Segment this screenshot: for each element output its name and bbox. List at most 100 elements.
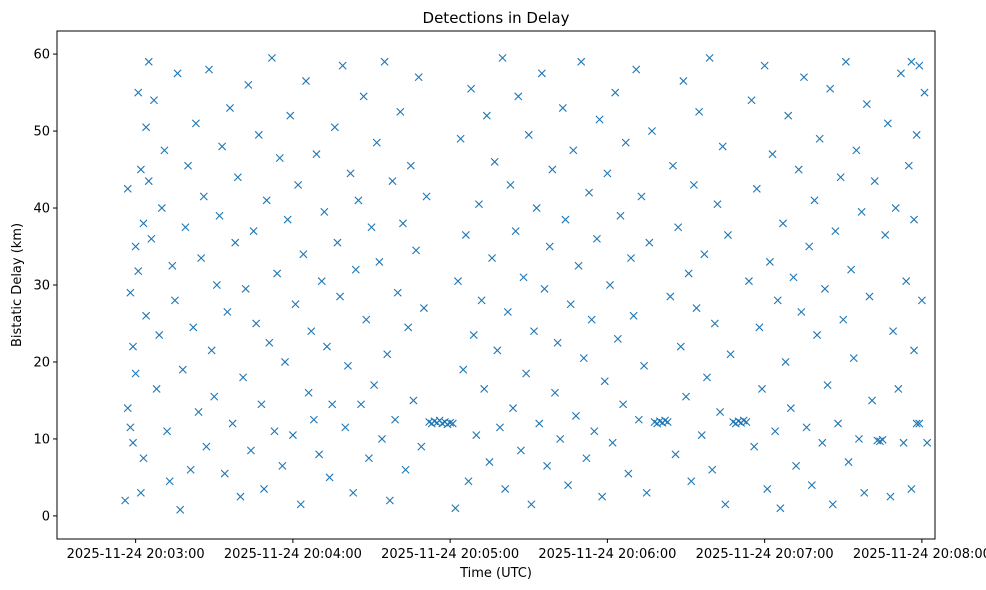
- data-point: [894, 384, 903, 393]
- data-point: [750, 442, 759, 451]
- data-point: [451, 504, 460, 513]
- data-point: [307, 327, 316, 336]
- data-point: [220, 469, 229, 478]
- data-point: [606, 281, 614, 289]
- x-tick-label: 2025-11-24 20:08:00: [853, 547, 986, 562]
- data-point: [448, 419, 457, 428]
- data-point: [603, 169, 612, 178]
- data-point: [456, 134, 465, 143]
- data-point: [136, 165, 145, 174]
- data-point: [797, 307, 806, 316]
- data-point: [178, 365, 187, 374]
- data-point: [385, 496, 394, 505]
- data-point: [616, 211, 625, 220]
- data-point: [550, 388, 559, 397]
- data-point: [676, 342, 685, 351]
- data-point: [131, 369, 140, 378]
- data-point: [674, 223, 683, 232]
- data-point: [480, 384, 489, 393]
- data-point: [805, 242, 814, 251]
- data-point: [671, 450, 680, 459]
- data-point: [223, 307, 232, 316]
- data-point: [692, 304, 701, 313]
- data-point: [231, 238, 240, 247]
- data-point: [920, 88, 929, 97]
- data-point: [288, 431, 297, 440]
- data-point: [540, 284, 549, 293]
- data-point: [233, 173, 242, 182]
- data-point: [865, 292, 874, 301]
- data-point: [134, 267, 143, 276]
- data-point: [315, 450, 324, 459]
- data-point: [239, 373, 248, 382]
- data-point: [157, 204, 166, 213]
- data-point: [912, 419, 921, 428]
- data-point: [364, 454, 373, 463]
- data-point: [401, 465, 410, 474]
- data-point: [312, 150, 321, 159]
- data-point: [123, 404, 132, 413]
- data-point: [320, 207, 329, 216]
- data-point: [207, 346, 216, 355]
- plot-background: [57, 31, 935, 539]
- data-point: [726, 350, 735, 359]
- y-tick-label: 50: [33, 125, 50, 140]
- data-point: [904, 161, 913, 170]
- data-point: [446, 418, 455, 427]
- data-point: [608, 438, 617, 447]
- data-point: [629, 311, 638, 320]
- data-point: [257, 400, 266, 409]
- data-point: [346, 169, 355, 178]
- data-point: [527, 500, 536, 509]
- x-axis: 2025-11-24 20:03:00 2025-11-24 20:04:00 20…: [67, 539, 986, 562]
- data-point: [482, 111, 491, 120]
- data-point: [881, 230, 890, 239]
- data-point: [826, 84, 835, 93]
- data-point: [343, 361, 352, 370]
- data-point: [330, 123, 339, 132]
- data-point: [862, 100, 871, 109]
- data-point: [181, 223, 190, 232]
- data-point: [123, 184, 132, 193]
- data-point: [375, 257, 384, 266]
- data-point: [818, 438, 827, 447]
- data-point: [485, 458, 494, 467]
- data-point: [553, 338, 562, 347]
- data-point: [254, 130, 263, 139]
- data-point: [689, 180, 698, 189]
- data-point: [129, 342, 137, 351]
- data-point: [134, 88, 143, 97]
- data-point: [454, 277, 462, 286]
- data-point: [241, 284, 250, 293]
- data-point: [886, 492, 895, 501]
- data-point: [666, 292, 675, 301]
- data-point: [647, 127, 656, 136]
- data-point: [354, 196, 363, 205]
- data-point: [831, 227, 840, 236]
- data-point: [362, 315, 371, 324]
- y-axis-label: Bistatic Delay (km): [10, 223, 25, 347]
- data-point: [839, 315, 848, 324]
- data-point: [467, 84, 476, 93]
- data-point: [820, 284, 829, 293]
- data-point: [891, 204, 900, 213]
- data-point: [422, 192, 431, 201]
- data-point: [278, 461, 287, 470]
- data-markers: [121, 53, 932, 514]
- data-point: [493, 346, 502, 355]
- data-point: [296, 500, 305, 509]
- data-point: [488, 254, 497, 263]
- data-point: [210, 392, 219, 401]
- data-point: [524, 130, 533, 139]
- data-point: [472, 431, 481, 440]
- data-point: [383, 350, 392, 359]
- data-point: [189, 323, 198, 332]
- data-point: [260, 484, 269, 493]
- data-point: [380, 57, 389, 66]
- data-point: [317, 277, 326, 286]
- data-point: [585, 188, 594, 197]
- data-point: [503, 307, 512, 316]
- data-point: [799, 73, 808, 82]
- data-point: [684, 269, 693, 278]
- plot-area: [56, 30, 936, 540]
